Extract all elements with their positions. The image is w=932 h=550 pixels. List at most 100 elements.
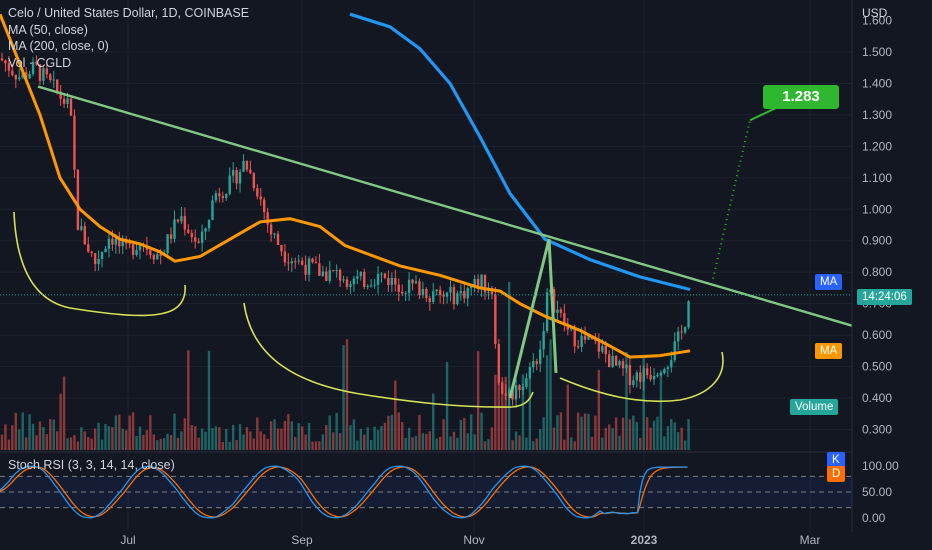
time-axis[interactable]: Jul Sep Nov 2023 Mar — [120, 533, 820, 547]
ma200-line[interactable] — [349, 12, 691, 292]
candle-body — [494, 294, 497, 344]
volume-bar — [52, 419, 55, 450]
volume-bar — [594, 415, 597, 450]
volume-bar — [352, 419, 356, 450]
volume-bar — [276, 428, 280, 450]
volume-bar — [590, 436, 594, 450]
symbol-title[interactable]: Celo / United States Dollar, 1D, COINBAS… — [8, 6, 250, 20]
volume-bar — [173, 413, 176, 450]
candle-body — [24, 72, 28, 79]
candle-body — [276, 233, 280, 245]
candle-body — [197, 241, 200, 243]
stoch-d-tag: D — [827, 466, 846, 482]
candle-body — [194, 237, 197, 242]
volume-bar — [225, 429, 228, 450]
volume-bar — [376, 429, 380, 450]
price-tick-label: 1.400 — [862, 76, 892, 90]
volume-bar — [214, 426, 218, 450]
time-tick-label: 2023 — [631, 533, 658, 547]
candle-body — [645, 368, 649, 376]
measured-move-line[interactable] — [508, 238, 558, 399]
candle-body — [31, 61, 35, 74]
candle-body — [556, 309, 559, 313]
candle-body — [56, 79, 59, 92]
volume-bar — [207, 350, 211, 450]
candle-body — [394, 277, 397, 285]
projection-line[interactable] — [712, 120, 751, 279]
volume-bar — [28, 414, 31, 450]
candle-body — [518, 385, 521, 391]
volume-bar — [335, 412, 338, 450]
candle-body — [4, 60, 7, 64]
volume-bar — [632, 415, 635, 450]
candle-body — [618, 361, 621, 366]
volume-bar — [100, 439, 104, 450]
target-price-label[interactable]: 1.283 — [763, 85, 839, 109]
candle-body — [245, 160, 249, 170]
price-tick-label: 1.200 — [862, 139, 892, 153]
candle-body — [673, 341, 676, 361]
candle-body — [683, 327, 687, 333]
pattern-curve-middle — [243, 302, 534, 408]
candle-body — [138, 244, 142, 251]
descending-trendline[interactable] — [37, 85, 853, 327]
candle-body — [407, 279, 411, 294]
candle-body — [483, 274, 487, 293]
volume-bar — [587, 413, 590, 450]
candle-body — [7, 63, 11, 71]
candle-body — [342, 279, 345, 281]
candle-body — [621, 361, 625, 369]
candle-body — [628, 365, 632, 386]
volume-bar — [162, 438, 166, 450]
candle-body — [390, 277, 394, 286]
volume-bar — [687, 418, 690, 450]
volume-bar — [242, 434, 245, 450]
pattern-drawings[interactable] — [13, 211, 724, 408]
volume-bar — [69, 437, 73, 450]
stoch-axis[interactable]: 100.00 50.00 0.00 — [862, 459, 899, 525]
volume-bar — [190, 424, 193, 450]
volume-bar — [476, 351, 480, 450]
volume-bar — [66, 438, 69, 450]
legend-ma50[interactable]: MA (50, close) — [8, 22, 88, 37]
candle-body — [266, 212, 269, 225]
volume-bar — [432, 393, 435, 450]
volume-bar — [604, 428, 607, 450]
volume-bar — [231, 424, 235, 450]
stoch-legend[interactable]: Stoch RSI (3, 3, 14, 14, close) — [8, 458, 175, 472]
volume-bar — [73, 435, 76, 450]
legend-volume[interactable]: Vol · CGLD — [8, 55, 72, 70]
volume-bar — [380, 426, 383, 450]
candle-body — [511, 389, 514, 400]
volume-bar — [252, 438, 256, 450]
volume-bar — [552, 427, 556, 450]
volume-bar — [601, 437, 604, 450]
candle-body — [666, 367, 670, 369]
candle-body — [252, 173, 256, 189]
volume-bar — [245, 427, 249, 450]
candle-body — [176, 219, 180, 222]
volume-bar — [435, 438, 438, 450]
candle-body — [490, 291, 494, 295]
candle-body — [152, 254, 155, 260]
stoch-k-line — [0, 465, 688, 519]
price-tick-label: 0.300 — [862, 423, 892, 437]
candle-body — [514, 385, 518, 400]
volume-bar — [249, 431, 252, 450]
ma50-line[interactable] — [0, 13, 691, 359]
candle-body — [166, 234, 169, 254]
stoch-rsi-pane[interactable] — [0, 465, 852, 519]
volume-bar — [470, 414, 473, 450]
candle-body — [594, 339, 597, 341]
volume-bar — [677, 432, 680, 450]
volume-bar — [263, 434, 266, 450]
candle-body — [187, 229, 190, 233]
legend-ma200[interactable]: MA (200, close, 0) — [8, 39, 109, 53]
volume-bar — [345, 339, 349, 450]
candle-body — [373, 284, 376, 286]
candle-body — [300, 260, 304, 265]
price-tick-label: 0.900 — [862, 234, 892, 248]
candle-body — [435, 289, 438, 292]
price-axis[interactable]: 1.500 1.400 1.300 1.200 1.100 1.000 0.900 0.800… — [862, 14, 892, 437]
